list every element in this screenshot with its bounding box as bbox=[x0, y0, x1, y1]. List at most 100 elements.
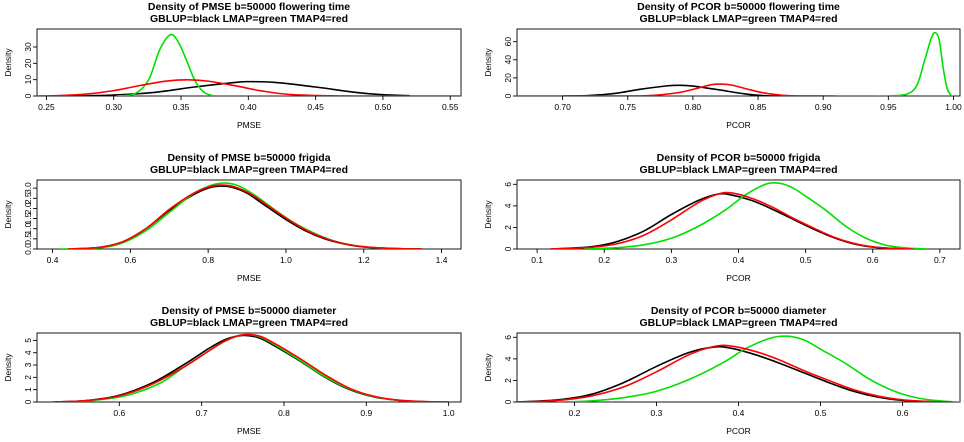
y-tick-label: 2 bbox=[23, 375, 33, 380]
x-tick-label: 0.35 bbox=[173, 102, 190, 112]
density-curve-lmap bbox=[557, 335, 960, 402]
y-tick-label: 10 bbox=[23, 75, 33, 85]
density-panel-5: Density of PMSE b=50000 diameterGBLUP=bl… bbox=[3, 305, 462, 436]
y-axis-label: Density bbox=[483, 200, 493, 229]
x-tick-label: 0.4 bbox=[733, 408, 745, 418]
density-curve-gblup bbox=[53, 334, 449, 402]
x-tick-label: 0.85 bbox=[750, 102, 767, 112]
x-tick-label: 1.4 bbox=[436, 255, 448, 265]
x-tick-label: 0.1 bbox=[531, 255, 543, 265]
panel-title: Density of PMSE b=50000 frigida bbox=[167, 152, 330, 164]
y-tick-label: 0 bbox=[23, 399, 33, 404]
density-curve-tmap4 bbox=[550, 191, 914, 249]
y-tick-label: 30 bbox=[23, 42, 33, 52]
panel-title: Density of PMSE b=50000 flowering time bbox=[148, 1, 350, 13]
x-axis-label: PMSE bbox=[237, 426, 261, 436]
x-axis-label: PCOR bbox=[726, 120, 751, 130]
density-curve-tmap4 bbox=[53, 333, 449, 402]
density-curve-lmap bbox=[60, 182, 411, 249]
density-curve-gblup bbox=[68, 185, 423, 249]
panel-subtitle: GBLUP=black LMAP=green TMAP4=red bbox=[150, 13, 348, 25]
panel-title: Density of PCOR b=50000 flowering time bbox=[637, 1, 840, 13]
x-tick-label: 0.3 bbox=[665, 255, 677, 265]
density-curve-tmap4 bbox=[517, 83, 837, 96]
plot-frame bbox=[516, 28, 961, 97]
x-tick-label: 0.30 bbox=[105, 102, 122, 112]
x-tick-label: 0.25 bbox=[38, 102, 55, 112]
y-tick-label: 0 bbox=[503, 246, 513, 251]
y-tick-label: 2 bbox=[503, 378, 513, 383]
y-tick-label: 2.5 bbox=[23, 192, 33, 204]
y-tick-label: 0.5 bbox=[23, 233, 33, 245]
x-tick-label: 0.95 bbox=[880, 102, 897, 112]
panel-title: Density of PMSE b=50000 diameter bbox=[162, 305, 337, 317]
density-curve-gblup bbox=[517, 345, 944, 402]
x-axis-label: PMSE bbox=[237, 120, 261, 130]
x-tick-label: 0.2 bbox=[569, 408, 581, 418]
y-axis-label: Density bbox=[483, 48, 493, 77]
plot-frame bbox=[36, 28, 462, 97]
x-tick-label: 0.7 bbox=[934, 255, 946, 265]
panel-title: Density of PCOR b=50000 frigida bbox=[657, 152, 821, 164]
density-panel-1: Density of PMSE b=50000 flowering timeGB… bbox=[3, 1, 462, 130]
plot-frame bbox=[36, 332, 462, 403]
y-axis-label: Density bbox=[3, 200, 13, 229]
panel-subtitle: GBLUP=black LMAP=green TMAP4=red bbox=[639, 164, 837, 176]
density-panel-3: Density of PMSE b=50000 frigidaGBLUP=bla… bbox=[3, 152, 462, 283]
plot-frame bbox=[36, 179, 462, 250]
y-axis-label: Density bbox=[3, 353, 13, 382]
y-tick-label: 4 bbox=[503, 356, 513, 361]
x-tick-label: 0.6 bbox=[124, 255, 136, 265]
x-tick-label: 0.9 bbox=[360, 408, 372, 418]
y-tick-label: 2.0 bbox=[23, 202, 33, 214]
y-tick-label: 4 bbox=[503, 203, 513, 208]
density-curve-lmap bbox=[584, 182, 927, 249]
y-axis-label: Density bbox=[483, 353, 493, 382]
y-tick-label: 5 bbox=[23, 338, 33, 343]
density-panel-2: Density of PCOR b=50000 flowering timeGB… bbox=[483, 1, 962, 130]
x-axis-label: PCOR bbox=[726, 273, 751, 283]
y-tick-label: 40 bbox=[503, 55, 513, 65]
x-tick-label: 1.0 bbox=[443, 408, 455, 418]
density-curve-lmap bbox=[61, 333, 449, 402]
y-tick-label: 20 bbox=[503, 73, 513, 83]
y-tick-label: 2 bbox=[503, 225, 513, 230]
density-panel-6: Density of PCOR b=50000 diameterGBLUP=bl… bbox=[483, 305, 961, 436]
density-curve-gblup bbox=[562, 84, 785, 96]
x-tick-label: 0.3 bbox=[651, 408, 663, 418]
density-curve-tmap4 bbox=[68, 184, 423, 249]
y-tick-label: 60 bbox=[503, 37, 513, 47]
panel-title: Density of PCOR b=50000 diameter bbox=[651, 305, 826, 317]
y-tick-label: 3 bbox=[23, 362, 33, 367]
y-tick-label: 0 bbox=[23, 93, 33, 98]
y-tick-label: 0 bbox=[503, 399, 513, 404]
y-tick-label: 20 bbox=[23, 58, 33, 68]
y-tick-label: 6 bbox=[503, 182, 513, 187]
x-tick-label: 0.6 bbox=[113, 408, 125, 418]
panel-subtitle: GBLUP=black LMAP=green TMAP4=red bbox=[639, 317, 837, 329]
panel-subtitle: GBLUP=black LMAP=green TMAP4=red bbox=[150, 317, 348, 329]
density-curve-gblup bbox=[73, 80, 410, 96]
x-tick-label: 0.40 bbox=[240, 102, 257, 112]
y-tick-label: 1.5 bbox=[23, 212, 33, 224]
panel-subtitle: GBLUP=black LMAP=green TMAP4=red bbox=[150, 164, 348, 176]
panel-subtitle: GBLUP=black LMAP=green TMAP4=red bbox=[639, 13, 837, 25]
x-tick-label: 0.55 bbox=[442, 102, 459, 112]
x-tick-label: 0.70 bbox=[554, 102, 571, 112]
density-curve-tmap4 bbox=[37, 79, 461, 96]
x-tick-label: 0.5 bbox=[800, 255, 812, 265]
density-curve-gblup bbox=[550, 192, 907, 249]
x-tick-label: 1.2 bbox=[358, 255, 370, 265]
x-tick-label: 0.8 bbox=[202, 255, 214, 265]
x-tick-label: 0.8 bbox=[278, 408, 290, 418]
density-panel-4: Density of PCOR b=50000 frigidaGBLUP=bla… bbox=[483, 152, 961, 283]
x-tick-label: 1.0 bbox=[280, 255, 292, 265]
x-tick-label: 0.45 bbox=[307, 102, 324, 112]
x-axis-label: PMSE bbox=[237, 273, 261, 283]
plot-frame bbox=[516, 179, 961, 250]
x-tick-label: 0.4 bbox=[733, 255, 745, 265]
density-curve-tmap4 bbox=[517, 344, 952, 402]
y-tick-label: 0 bbox=[503, 93, 513, 98]
x-tick-label: 0.5 bbox=[815, 408, 827, 418]
